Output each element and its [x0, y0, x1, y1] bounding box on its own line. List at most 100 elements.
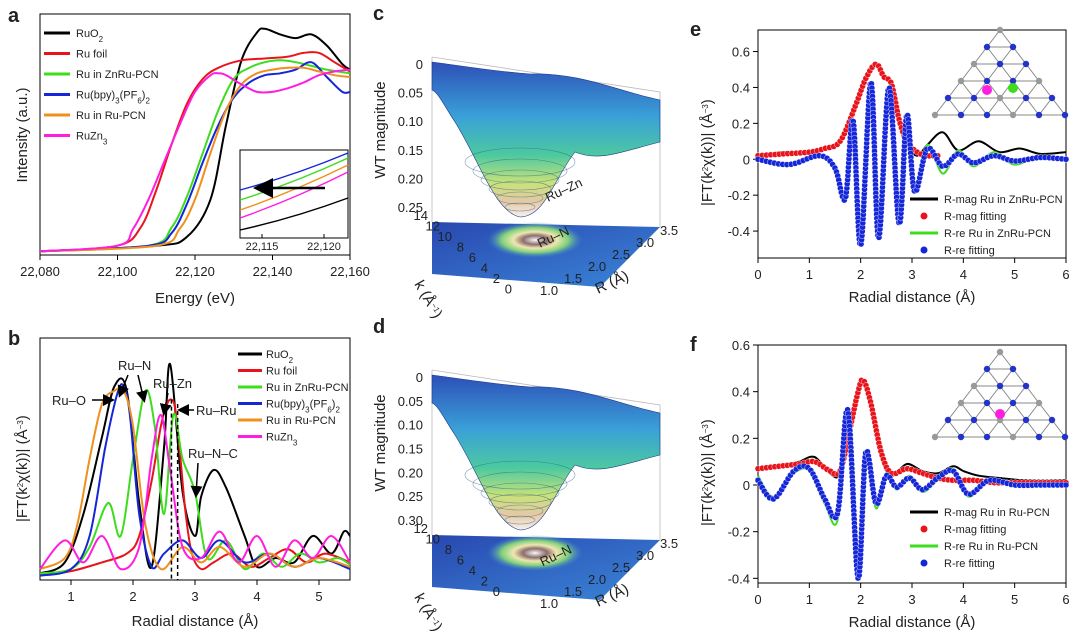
molecule-atom-e — [1022, 60, 1030, 68]
surface-contour-c — [496, 191, 544, 205]
y-tick-label-e: 0.4 — [732, 80, 750, 95]
x-axis-label-f: Radial distance (Å) — [849, 614, 976, 631]
molecule-bond-f — [999, 368, 1014, 387]
legend-label-a-part: Ru(bpy) — [76, 90, 115, 102]
legend-label-b-part: Ru in ZnRu-PCN — [266, 382, 349, 394]
fit-point-f — [1062, 481, 1070, 489]
k-tick-label-d: 0 — [493, 584, 500, 599]
molecule-bond-f — [973, 385, 988, 404]
molecule-bond-f — [1012, 368, 1027, 387]
molecule-atom-e — [970, 60, 978, 68]
inset-curve-a — [239, 152, 349, 191]
r-tick-label-c: 3.0 — [636, 235, 654, 250]
x-tick-label-b: 4 — [253, 589, 260, 604]
y-axis-label-a: Intensity (a.u.) — [14, 87, 31, 182]
surface-contour-c — [464, 147, 576, 177]
y-axis-label-b-part: χ(k))| (Å — [14, 429, 31, 482]
legend-label-a-part: ) — [142, 90, 146, 102]
series-line-a — [39, 61, 351, 253]
legend-label-e: R-re fitting — [944, 245, 995, 257]
molecule-atom-e — [1009, 43, 1017, 51]
legend-label-b-part: 2 — [289, 356, 294, 365]
molecule-atom-e — [996, 94, 1004, 102]
inset-tick-label-a: 22,115 — [246, 241, 279, 253]
x-tick-label-e: 2 — [857, 267, 864, 282]
x-tick-label-f: 0 — [754, 592, 761, 607]
molecule-bond-e — [973, 63, 988, 82]
x-tick-label-f: 6 — [1062, 592, 1069, 607]
x-tick-label-f: 5 — [1011, 592, 1018, 607]
molecule-atom-f — [1035, 433, 1043, 441]
molecule-bond-f — [1025, 385, 1040, 404]
x-tick-label-e: 0 — [754, 267, 761, 282]
surface-contour-d — [496, 504, 544, 518]
panel-label-a: a — [8, 5, 20, 27]
fit-guide-f — [758, 409, 1066, 578]
molecule-bond-e — [1025, 63, 1040, 82]
x-tick-label-a: 22,160 — [330, 264, 370, 279]
molecule-atom-e — [996, 60, 1004, 68]
x-tick-label-b: 3 — [191, 589, 198, 604]
r-tick-label-c: 2.5 — [612, 247, 630, 262]
legend-swatch-f — [920, 525, 928, 533]
y-tick-label-f: 0.4 — [732, 385, 750, 400]
series-line-a — [39, 68, 351, 253]
molecule-atom-e — [931, 111, 939, 119]
x-tick-label-f: 3 — [908, 592, 915, 607]
molecule-atom-e — [983, 111, 991, 119]
molecule-atom-f — [957, 399, 965, 407]
molecule-bond-e — [999, 46, 1014, 65]
legend-label-b-part: 2 — [335, 405, 340, 414]
series-line-a — [39, 59, 351, 253]
molecule-ru-f — [995, 409, 1005, 419]
series-line-b — [39, 413, 351, 571]
legend-label-a: Ru in ZnRu-PCN — [76, 69, 159, 81]
molecule-atom-f — [1009, 365, 1017, 373]
y-tick-label-f: 0.2 — [732, 431, 750, 446]
annotation-b: Ru–N–C — [188, 446, 238, 461]
y-axis-label-b: |FT(k2χ(k))| (Å−3) — [14, 415, 31, 522]
series-line-a — [39, 51, 351, 253]
legend-label-b-part: RuO — [266, 349, 289, 361]
legend-label-b: Ru foil — [266, 366, 297, 378]
inset-curve-a — [239, 157, 349, 201]
molecule-bond-e — [1012, 63, 1027, 82]
molecule-bond-f — [934, 419, 949, 438]
z-tick-label-c: 0.20 — [398, 171, 423, 186]
molecule-bond-e — [973, 46, 988, 65]
legend-label-b: RuO2 — [266, 349, 294, 365]
r-tick-label-d: 1.0 — [540, 596, 558, 611]
legend-label-a-part: 3 — [115, 96, 120, 105]
z-tick-label-d: 0.10 — [398, 418, 423, 433]
y-axis-label-e-part: |FT(k — [699, 171, 716, 206]
molecule-atom-e — [1035, 111, 1043, 119]
r-tick-label-c: 3.5 — [660, 223, 678, 238]
z-axis-label-d: WT magnitude — [372, 394, 389, 491]
molecule-atom-e — [983, 77, 991, 85]
molecule-atom-f — [1061, 433, 1069, 441]
legend-swatch-e — [920, 212, 928, 220]
molecule-bond-f — [973, 368, 988, 387]
k-axis-label-d: k (Å−1) — [411, 591, 446, 634]
molecule-atom-e — [1048, 94, 1056, 102]
z-tick-label-c: 0.15 — [398, 143, 423, 158]
molecule-atom-f — [931, 433, 939, 441]
annotation-b: Ru–N — [118, 358, 151, 373]
k-tick-label-c: 14 — [414, 208, 428, 223]
molecule-atom-f — [983, 365, 991, 373]
y-axis-label-b-part: ) — [14, 415, 31, 420]
y-axis-label-b-part: −3 — [16, 420, 25, 430]
legend-label-a-part: Ru in Ru-PCN — [76, 110, 146, 122]
y-tick-label-f: 0.6 — [732, 338, 750, 353]
molecule-atom-e — [983, 43, 991, 51]
inset-tick-label-a: 22,120 — [307, 241, 341, 253]
surface-contour-c — [472, 158, 568, 184]
y-tick-label-f: -0.2 — [728, 525, 750, 540]
x-tick-label-e: 1 — [806, 267, 813, 282]
surface-mesh-c — [431, 61, 661, 218]
x-axis-label-e: Radial distance (Å) — [849, 289, 976, 306]
panel-label-c: c — [373, 3, 384, 25]
y-axis-label-e-part: 2 — [701, 166, 710, 171]
molecule-atom-e — [944, 94, 952, 102]
r-tick-label-d: 1.5 — [564, 584, 582, 599]
